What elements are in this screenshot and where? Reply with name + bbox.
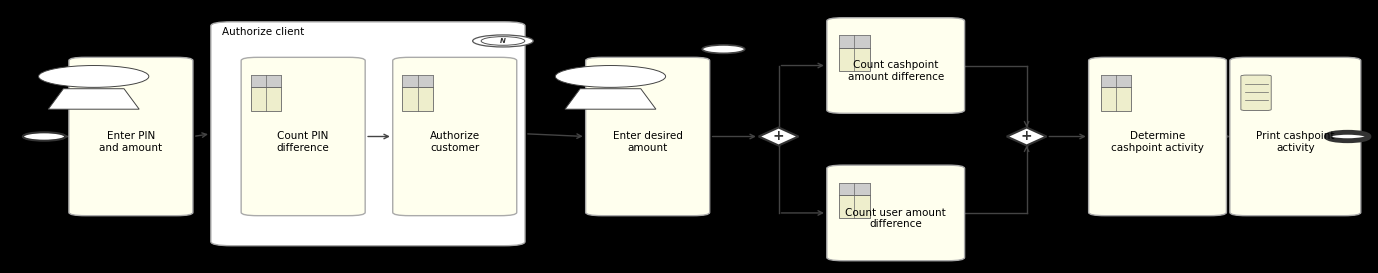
- Bar: [402, 75, 433, 87]
- Text: Determine
cashpoint activity: Determine cashpoint activity: [1111, 131, 1204, 153]
- Circle shape: [23, 132, 65, 141]
- Polygon shape: [48, 89, 139, 109]
- Bar: [251, 75, 281, 87]
- Polygon shape: [565, 89, 656, 109]
- Text: Count user amount
difference: Count user amount difference: [845, 207, 947, 229]
- FancyBboxPatch shape: [1240, 75, 1271, 111]
- FancyBboxPatch shape: [827, 165, 965, 261]
- Text: Authorize client: Authorize client: [222, 27, 305, 37]
- FancyBboxPatch shape: [1089, 57, 1226, 216]
- Circle shape: [1327, 132, 1368, 141]
- Bar: [839, 183, 870, 218]
- Circle shape: [473, 35, 533, 47]
- FancyBboxPatch shape: [211, 22, 525, 246]
- Text: N: N: [500, 38, 506, 44]
- Bar: [839, 35, 870, 71]
- FancyBboxPatch shape: [69, 57, 193, 216]
- Text: Enter PIN
and amount: Enter PIN and amount: [99, 131, 163, 153]
- FancyBboxPatch shape: [586, 57, 710, 216]
- Bar: [251, 75, 281, 111]
- Circle shape: [555, 66, 666, 87]
- Bar: [1101, 75, 1131, 111]
- FancyBboxPatch shape: [1229, 57, 1360, 216]
- Bar: [839, 183, 870, 195]
- Text: Authorize
customer: Authorize customer: [430, 131, 480, 153]
- Text: Print cashpoint
activity: Print cashpoint activity: [1257, 131, 1334, 153]
- Text: +: +: [773, 129, 784, 144]
- FancyBboxPatch shape: [827, 18, 965, 113]
- Circle shape: [703, 45, 744, 53]
- Bar: [402, 75, 433, 111]
- FancyBboxPatch shape: [393, 57, 517, 216]
- Text: +: +: [1021, 129, 1032, 144]
- Circle shape: [481, 37, 525, 45]
- Text: Count PIN
difference: Count PIN difference: [277, 131, 329, 153]
- Text: Enter desired
amount: Enter desired amount: [613, 131, 682, 153]
- Polygon shape: [759, 127, 798, 146]
- Polygon shape: [1007, 127, 1046, 146]
- Text: Count cashpoint
amount difference: Count cashpoint amount difference: [847, 60, 944, 82]
- Circle shape: [39, 66, 149, 87]
- Bar: [839, 35, 870, 48]
- FancyBboxPatch shape: [241, 57, 365, 216]
- Bar: [1101, 75, 1131, 87]
